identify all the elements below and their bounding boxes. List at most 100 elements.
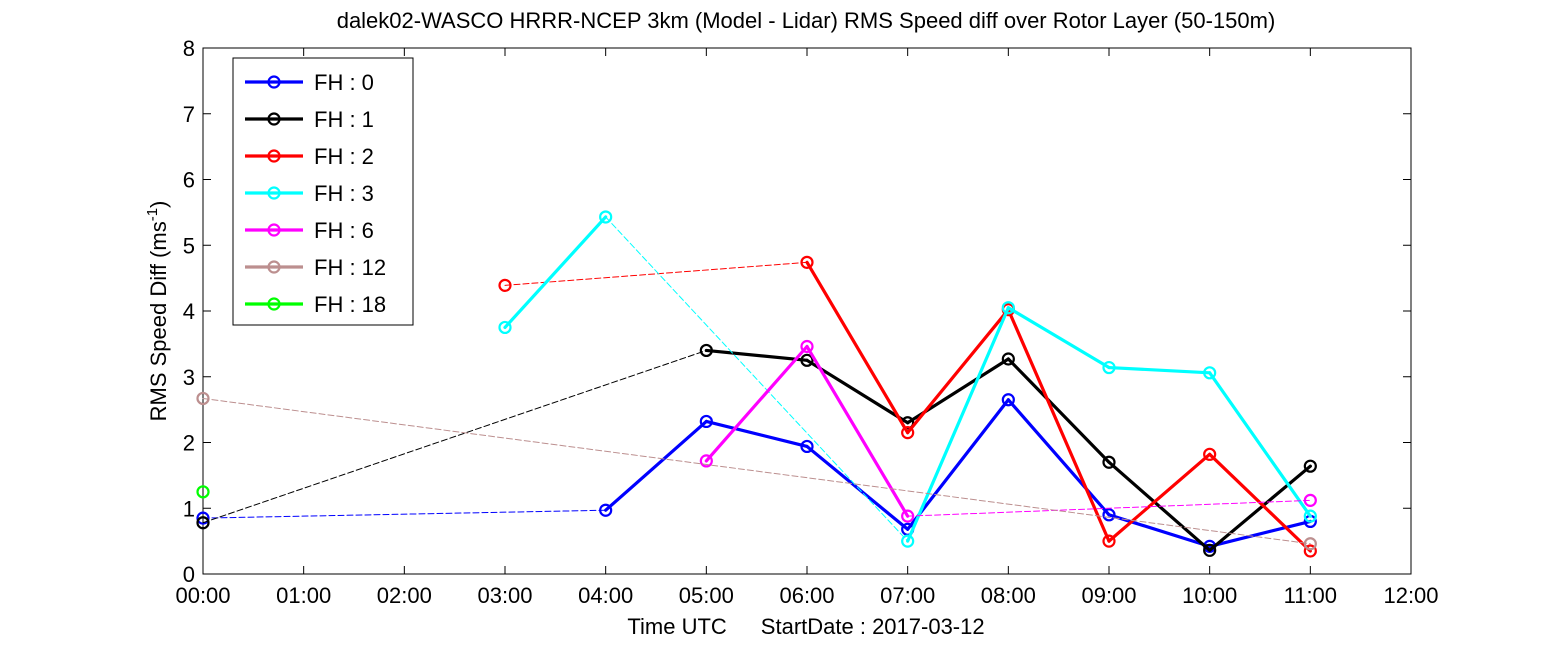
y-axis-label: RMS Speed Diff (ms-1) [144, 201, 171, 422]
x-tick-label: 05:00 [679, 583, 734, 608]
y-axis-label-text: RMS Speed Diff (ms [146, 221, 171, 421]
x-tick-label: 11:00 [1284, 583, 1337, 608]
data-point [1102, 360, 1116, 375]
data-point [699, 414, 713, 429]
series-6 [196, 485, 210, 499]
data-point [699, 343, 713, 358]
legend-label: FH : 1 [314, 107, 374, 132]
legend: FH : 0 FH : 1 FH : 2 FH : 3 FH : 6 FH : 12 FH … [232, 57, 414, 326]
y-tick-label: 1 [183, 496, 195, 521]
series-segment [1006, 398, 1111, 517]
data-point [1303, 493, 1317, 507]
x-axis-label: Time UTC StartDate : 2017-03-12 [627, 614, 984, 639]
series-segment [906, 308, 1010, 435]
x-axis-ticks: 00:00 01:00 02:00 03:00 04:00 05:00 06:00 07:00… [175, 48, 1439, 608]
series-1 [196, 343, 1317, 557]
series-segment [704, 419, 809, 449]
data-point [1203, 366, 1217, 380]
data-point [1001, 352, 1015, 366]
series-segment [1006, 357, 1111, 464]
y-axis-ticks: 0 1 2 3 4 5 6 7 8 [183, 36, 1411, 587]
x-tick-label: 08:00 [981, 583, 1036, 608]
legend-label: FH : 12 [314, 255, 386, 280]
series-segment [1208, 519, 1312, 548]
y-tick-label: 8 [183, 36, 195, 61]
legend-swatch-marker [267, 260, 281, 274]
series-segment [1107, 452, 1212, 543]
data-point [901, 509, 915, 523]
series-gap-connector [605, 216, 909, 542]
data-point [196, 391, 210, 406]
y-tick-label: 3 [183, 365, 195, 390]
series-gap-connector [907, 499, 1311, 517]
data-point [800, 255, 814, 269]
legend-label: FH : 2 [314, 144, 374, 169]
data-point [498, 278, 512, 292]
legend-label: FH : 6 [314, 218, 374, 243]
series-segment [503, 215, 608, 330]
series-segment [604, 419, 708, 512]
y-tick-label: 7 [183, 102, 195, 127]
series-segment [1006, 308, 1111, 543]
legend-item: FH : 3 [245, 181, 374, 206]
x-tick-label: 10:00 [1182, 583, 1237, 608]
series-segment [1006, 306, 1111, 370]
x-tick-label: 01:00 [276, 583, 331, 608]
x-tick-label: 06:00 [779, 583, 834, 608]
y-tick-label: 0 [183, 562, 195, 587]
legend-item: FH : 12 [245, 255, 386, 280]
data-point [1001, 301, 1015, 315]
y-tick-label: 6 [183, 168, 195, 193]
legend-swatch-marker [267, 112, 281, 126]
series-segment [1107, 365, 1212, 375]
series-gap-connector [202, 509, 607, 519]
x-tick-label: 07:00 [880, 583, 935, 608]
y-tick-label: 2 [183, 431, 195, 456]
y-axis-label-superscript: -1 [144, 208, 161, 221]
data-point [800, 353, 814, 367]
series-segment [906, 398, 1010, 531]
data-point [1001, 393, 1015, 407]
data-point [901, 534, 915, 548]
data-point [1102, 534, 1116, 548]
legend-item: FH : 1 [245, 107, 374, 132]
legend-swatch-marker [267, 297, 281, 311]
series-layer [196, 210, 1317, 558]
x-axis-label-text: Time UTC [627, 614, 727, 639]
legend-label: FH : 18 [314, 292, 386, 317]
data-point [1102, 455, 1116, 469]
legend-item: FH : 0 [245, 70, 374, 95]
x-tick-label: 02:00 [377, 583, 432, 608]
data-point [599, 210, 613, 224]
y-tick-label: 4 [183, 299, 195, 324]
y-tick-label: 5 [183, 233, 195, 258]
series-0 [196, 393, 1317, 553]
data-point [196, 511, 210, 525]
x-tick-label: 04:00 [578, 583, 633, 608]
data-point [800, 339, 814, 354]
legend-item: FH : 2 [245, 144, 374, 169]
data-point [196, 516, 210, 530]
x-tick-label: 03:00 [477, 583, 532, 608]
data-point [599, 503, 613, 517]
series-segment [1208, 464, 1312, 552]
data-point [699, 454, 713, 468]
data-point [1303, 509, 1317, 523]
series-segment [805, 444, 910, 531]
series-segment [805, 344, 910, 518]
data-point [1102, 508, 1116, 522]
data-point [901, 426, 915, 440]
series-5 [196, 391, 1317, 551]
series-gap-connector [202, 349, 707, 524]
data-point [1203, 543, 1217, 557]
legend-item: FH : 6 [245, 218, 374, 243]
series-segment [1208, 371, 1312, 518]
series-gap-connector [202, 397, 1311, 545]
series-2 [498, 255, 1317, 558]
data-point [1203, 447, 1217, 461]
legend-label: FH : 0 [314, 70, 374, 95]
series-segment [1107, 513, 1212, 548]
data-point [498, 320, 512, 335]
series-4 [699, 339, 1317, 523]
